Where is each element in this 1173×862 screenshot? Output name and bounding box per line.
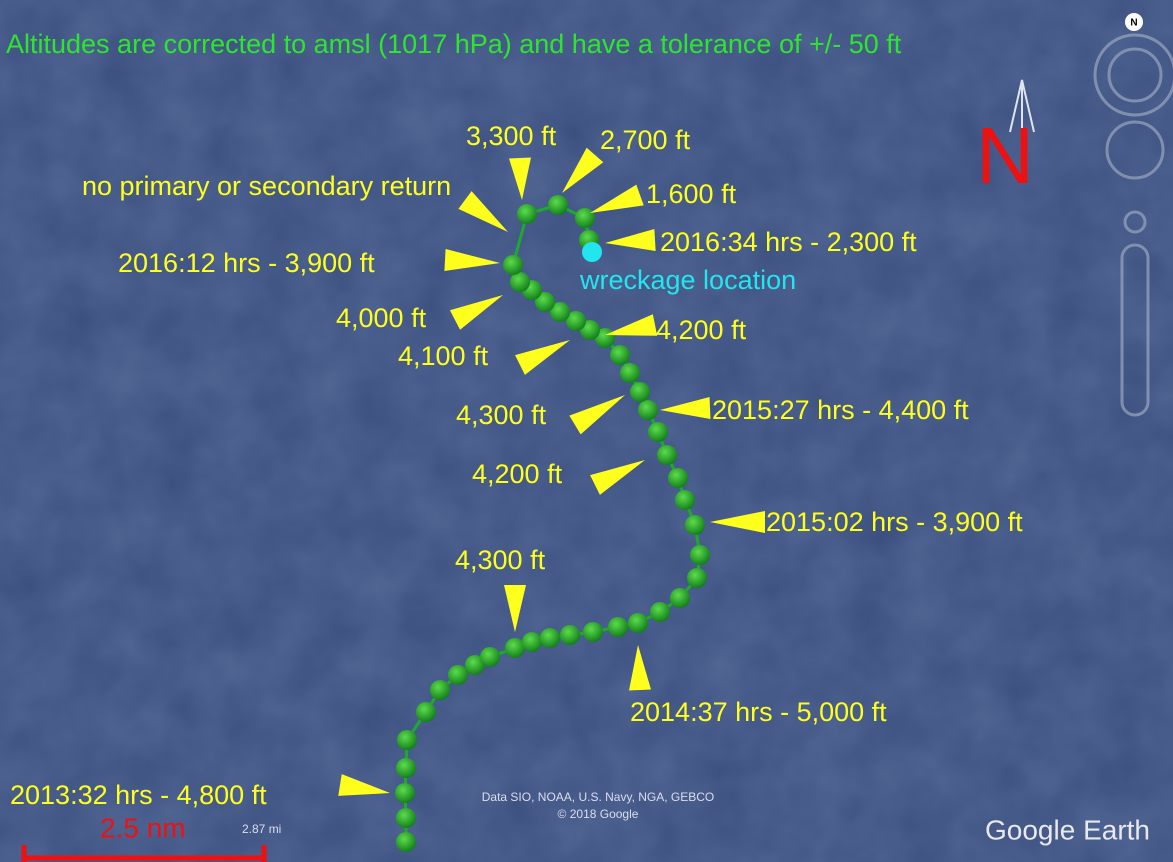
- track-point: [690, 545, 710, 565]
- track-point: [560, 625, 580, 645]
- track-point: [396, 808, 416, 828]
- scale-mi: 2.87 mi: [242, 822, 281, 836]
- altitude-label: 4,300 ft: [455, 545, 546, 575]
- altitude-label: 2015:27 hrs - 4,400 ft: [712, 395, 969, 425]
- track-point: [396, 758, 416, 778]
- track-point: [397, 730, 417, 750]
- attribution: Data SIO, NOAA, U.S. Navy, NGA, GEBCO: [482, 790, 715, 804]
- altitude-label: 2013:32 hrs - 4,800 ft: [10, 780, 267, 810]
- altitude-label: 4,200 ft: [472, 459, 563, 489]
- track-point: [448, 665, 468, 685]
- track-point: [648, 422, 668, 442]
- altitude-note: Altitudes are corrected to amsl (1017 hP…: [6, 29, 902, 59]
- track-point: [685, 515, 705, 535]
- altitude-label: 1,600 ft: [646, 179, 737, 209]
- altitude-label: 4,300 ft: [456, 400, 547, 430]
- track-point: [675, 490, 695, 510]
- compass-n: N: [1130, 18, 1137, 29]
- track-point: [610, 345, 630, 365]
- track-point: [687, 568, 707, 588]
- track-point: [540, 628, 560, 648]
- track-point: [522, 632, 542, 652]
- altitude-label: 4,000 ft: [336, 303, 427, 333]
- track-point: [638, 400, 658, 420]
- track-point: [480, 647, 500, 667]
- track-point: [608, 617, 628, 637]
- track-point: [657, 445, 677, 465]
- altitude-label: 2014:37 hrs - 5,000 ft: [630, 697, 887, 727]
- track-point: [517, 204, 537, 224]
- track-point: [575, 208, 595, 228]
- track-point: [548, 195, 568, 215]
- track-point: [628, 613, 648, 633]
- track-point: [430, 680, 450, 700]
- track-point: [668, 468, 688, 488]
- brand: Google Earth: [985, 814, 1150, 845]
- track-point: [416, 702, 436, 722]
- track-point: [670, 588, 690, 608]
- map: N N Altitudes are corrected to amsl (101…: [0, 0, 1173, 862]
- track-point: [630, 382, 650, 402]
- track-point: [396, 832, 416, 852]
- wreckage-marker: [582, 242, 602, 262]
- attribution: © 2018 Google: [558, 807, 639, 821]
- altitude-label: no primary or secondary return: [82, 171, 451, 201]
- altitude-label: 2016:12 hrs - 3,900 ft: [118, 248, 375, 278]
- altitude-label: 2,700 ft: [600, 125, 691, 155]
- track-point: [650, 602, 670, 622]
- track-point: [505, 638, 525, 658]
- altitude-label: 4,200 ft: [656, 315, 747, 345]
- altitude-label: 4,100 ft: [398, 341, 489, 371]
- track-point: [620, 363, 640, 383]
- altitude-label: 2016:34 hrs - 2,300 ft: [660, 227, 917, 257]
- wreckage-label: wreckage location: [579, 265, 796, 295]
- track-point: [583, 622, 603, 642]
- scale-nm: 2.5 nm: [100, 812, 186, 843]
- altitude-label: 2015:02 hrs - 3,900 ft: [766, 507, 1023, 537]
- track-point: [503, 255, 523, 275]
- north-label: N: [976, 111, 1034, 200]
- altitude-label: 3,300 ft: [466, 121, 557, 151]
- track-point: [395, 783, 415, 803]
